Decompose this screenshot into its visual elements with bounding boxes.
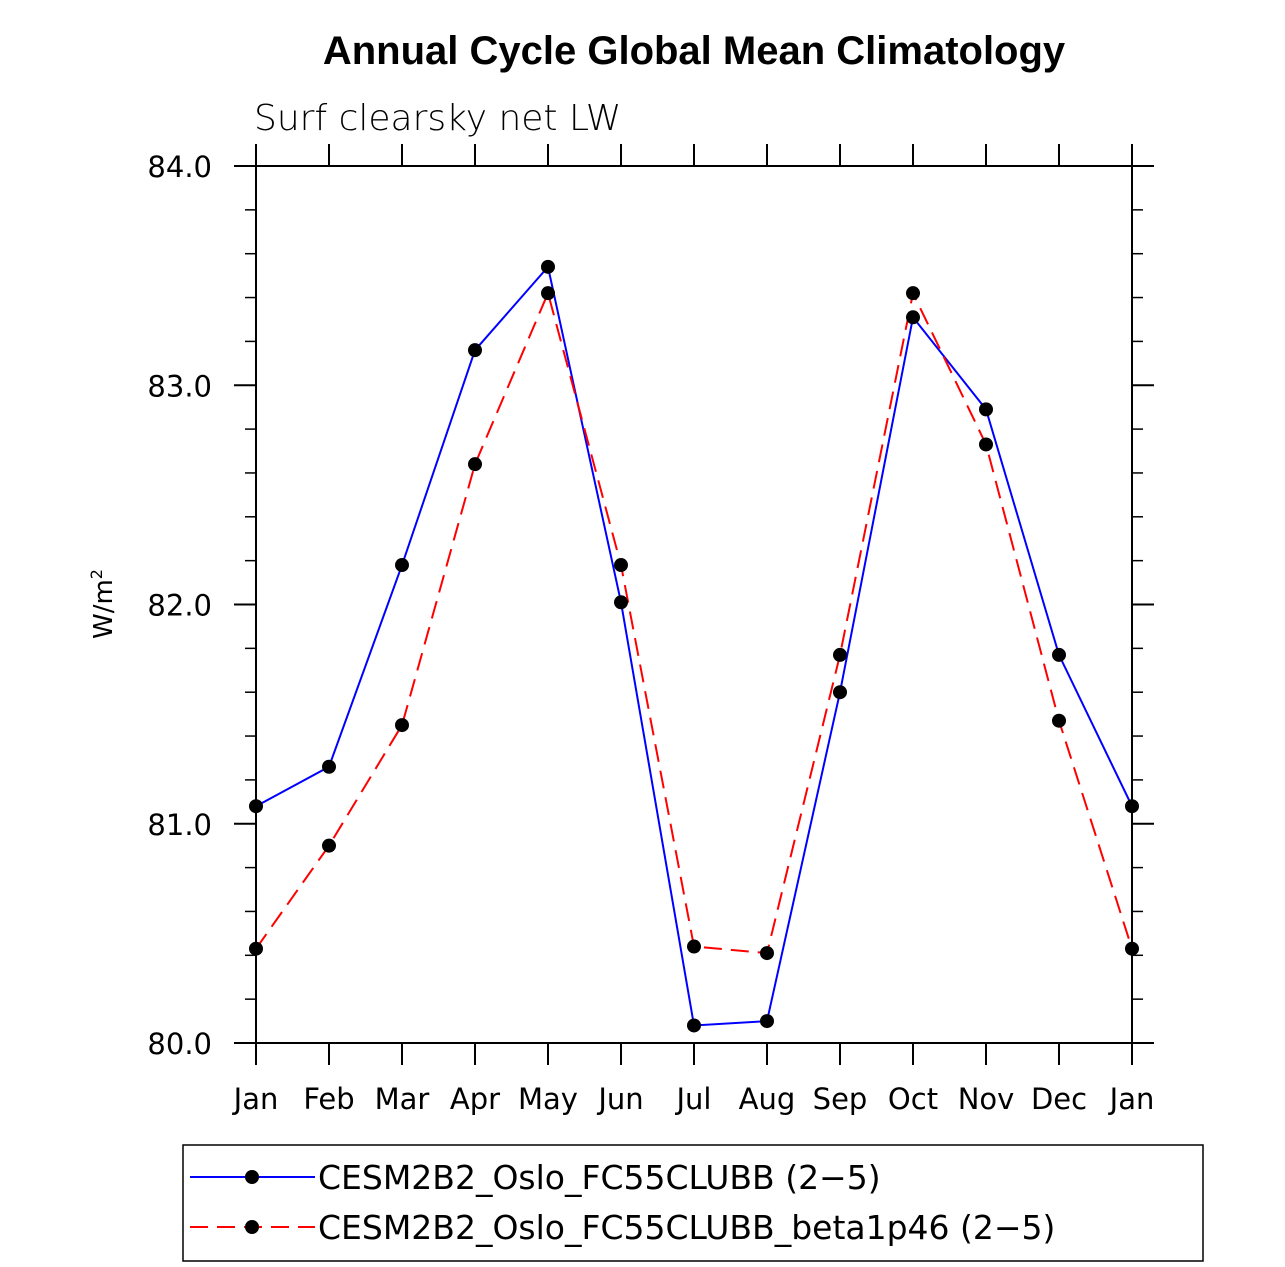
legend-label-1: CESM2B2_Oslo_FC55CLUBB (2−5) [318,1158,881,1197]
legend-box [182,1144,1204,1262]
y-tick-label: 83.0 [147,369,212,403]
y-tick-label: 84.0 [147,150,212,184]
axis-ticks [234,144,1154,1065]
x-tick-label: Mar [375,1082,430,1116]
series-2-point [906,286,920,301]
series-2-point [760,946,774,961]
chart-title: Annual Cycle Global Mean Climatology [323,29,1066,73]
series-2-point [395,718,409,733]
y-axis-label: W/m2 [87,569,119,639]
series-1-point [906,310,920,325]
x-tick-label: Oct [888,1082,938,1116]
series-line-1 [255,264,1133,1027]
series-2-point [1052,713,1066,728]
legend-marker-1 [245,1170,259,1184]
x-tick-label: Jan [1108,1082,1155,1116]
x-tick-label: Jan [232,1082,279,1116]
series-1-point [541,259,555,274]
y-tick-label: 81.0 [147,808,212,842]
legend-label-2: CESM2B2_Oslo_FC55CLUBB_beta1p46 (2−5) [318,1208,1055,1247]
series-1-point [760,1014,774,1029]
y-tick-label: 82.0 [147,589,212,623]
series-2-point [322,838,336,853]
series-2-point [833,647,847,662]
series-1-point [468,343,482,358]
series-line-2 [255,290,1133,955]
series-1-point [614,595,628,610]
chart-subtitle: Surf clearsky net LW [254,98,621,139]
y-axis-label-superscript: 2 [87,569,106,579]
x-tick-labels: Jan Feb Mar Apr May Jun Jul Aug Sep Oct Nov Dec Jan [232,1082,1155,1116]
y-tick-labels: 80.0 81.0 82.0 83.0 84.0 [147,150,212,1061]
series-1-point [687,1018,701,1033]
legend-marker-2 [245,1220,259,1234]
series-1-point [979,402,993,417]
legend: CESM2B2_Oslo_FC55CLUBB (2−5) CESM2B2_Oslo… [182,1144,1204,1262]
series-1-point [1052,647,1066,662]
x-tick-label: Nov [958,1082,1015,1116]
series-2-point [541,286,555,301]
series-1-point [395,558,409,573]
series-1-point [833,685,847,700]
plot-frame [255,165,1133,1044]
y-tick-label: 80.0 [147,1027,212,1061]
series-2-point [468,457,482,472]
x-tick-label: Dec [1031,1082,1087,1116]
x-tick-label: Aug [739,1082,796,1116]
x-tick-label: Feb [303,1082,354,1116]
x-tick-label: May [518,1082,578,1116]
series-2-point [979,437,993,452]
x-tick-label: Jun [596,1082,643,1116]
series-2-point [614,558,628,573]
series-group [249,259,1139,1033]
series-1-point [322,759,336,774]
x-tick-label: Apr [450,1082,500,1116]
x-tick-label: Sep [813,1082,868,1116]
x-tick-label: Jul [675,1082,712,1116]
series-2-point [687,939,701,954]
